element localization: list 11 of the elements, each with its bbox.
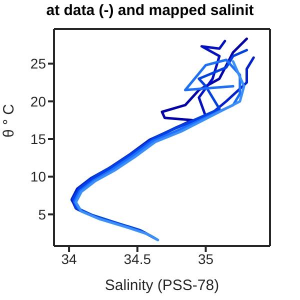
chart-title: at data (-) and mapped salinit: [45, 2, 255, 19]
y-tick-label: 10: [30, 168, 46, 185]
y-tick-label: 20: [30, 93, 46, 110]
y-axis-title: θ ° C: [0, 104, 18, 138]
x-tick-label: 34.5: [124, 250, 152, 267]
x-tick-label: 35: [198, 250, 214, 267]
y-tick-label: 15: [30, 130, 46, 147]
y-tick-label: 25: [30, 56, 46, 72]
y-tick-label: 5: [38, 206, 46, 222]
x-axis-title: Salinity (PSS-78): [104, 277, 220, 294]
x-tick-label: 34: [61, 250, 78, 267]
